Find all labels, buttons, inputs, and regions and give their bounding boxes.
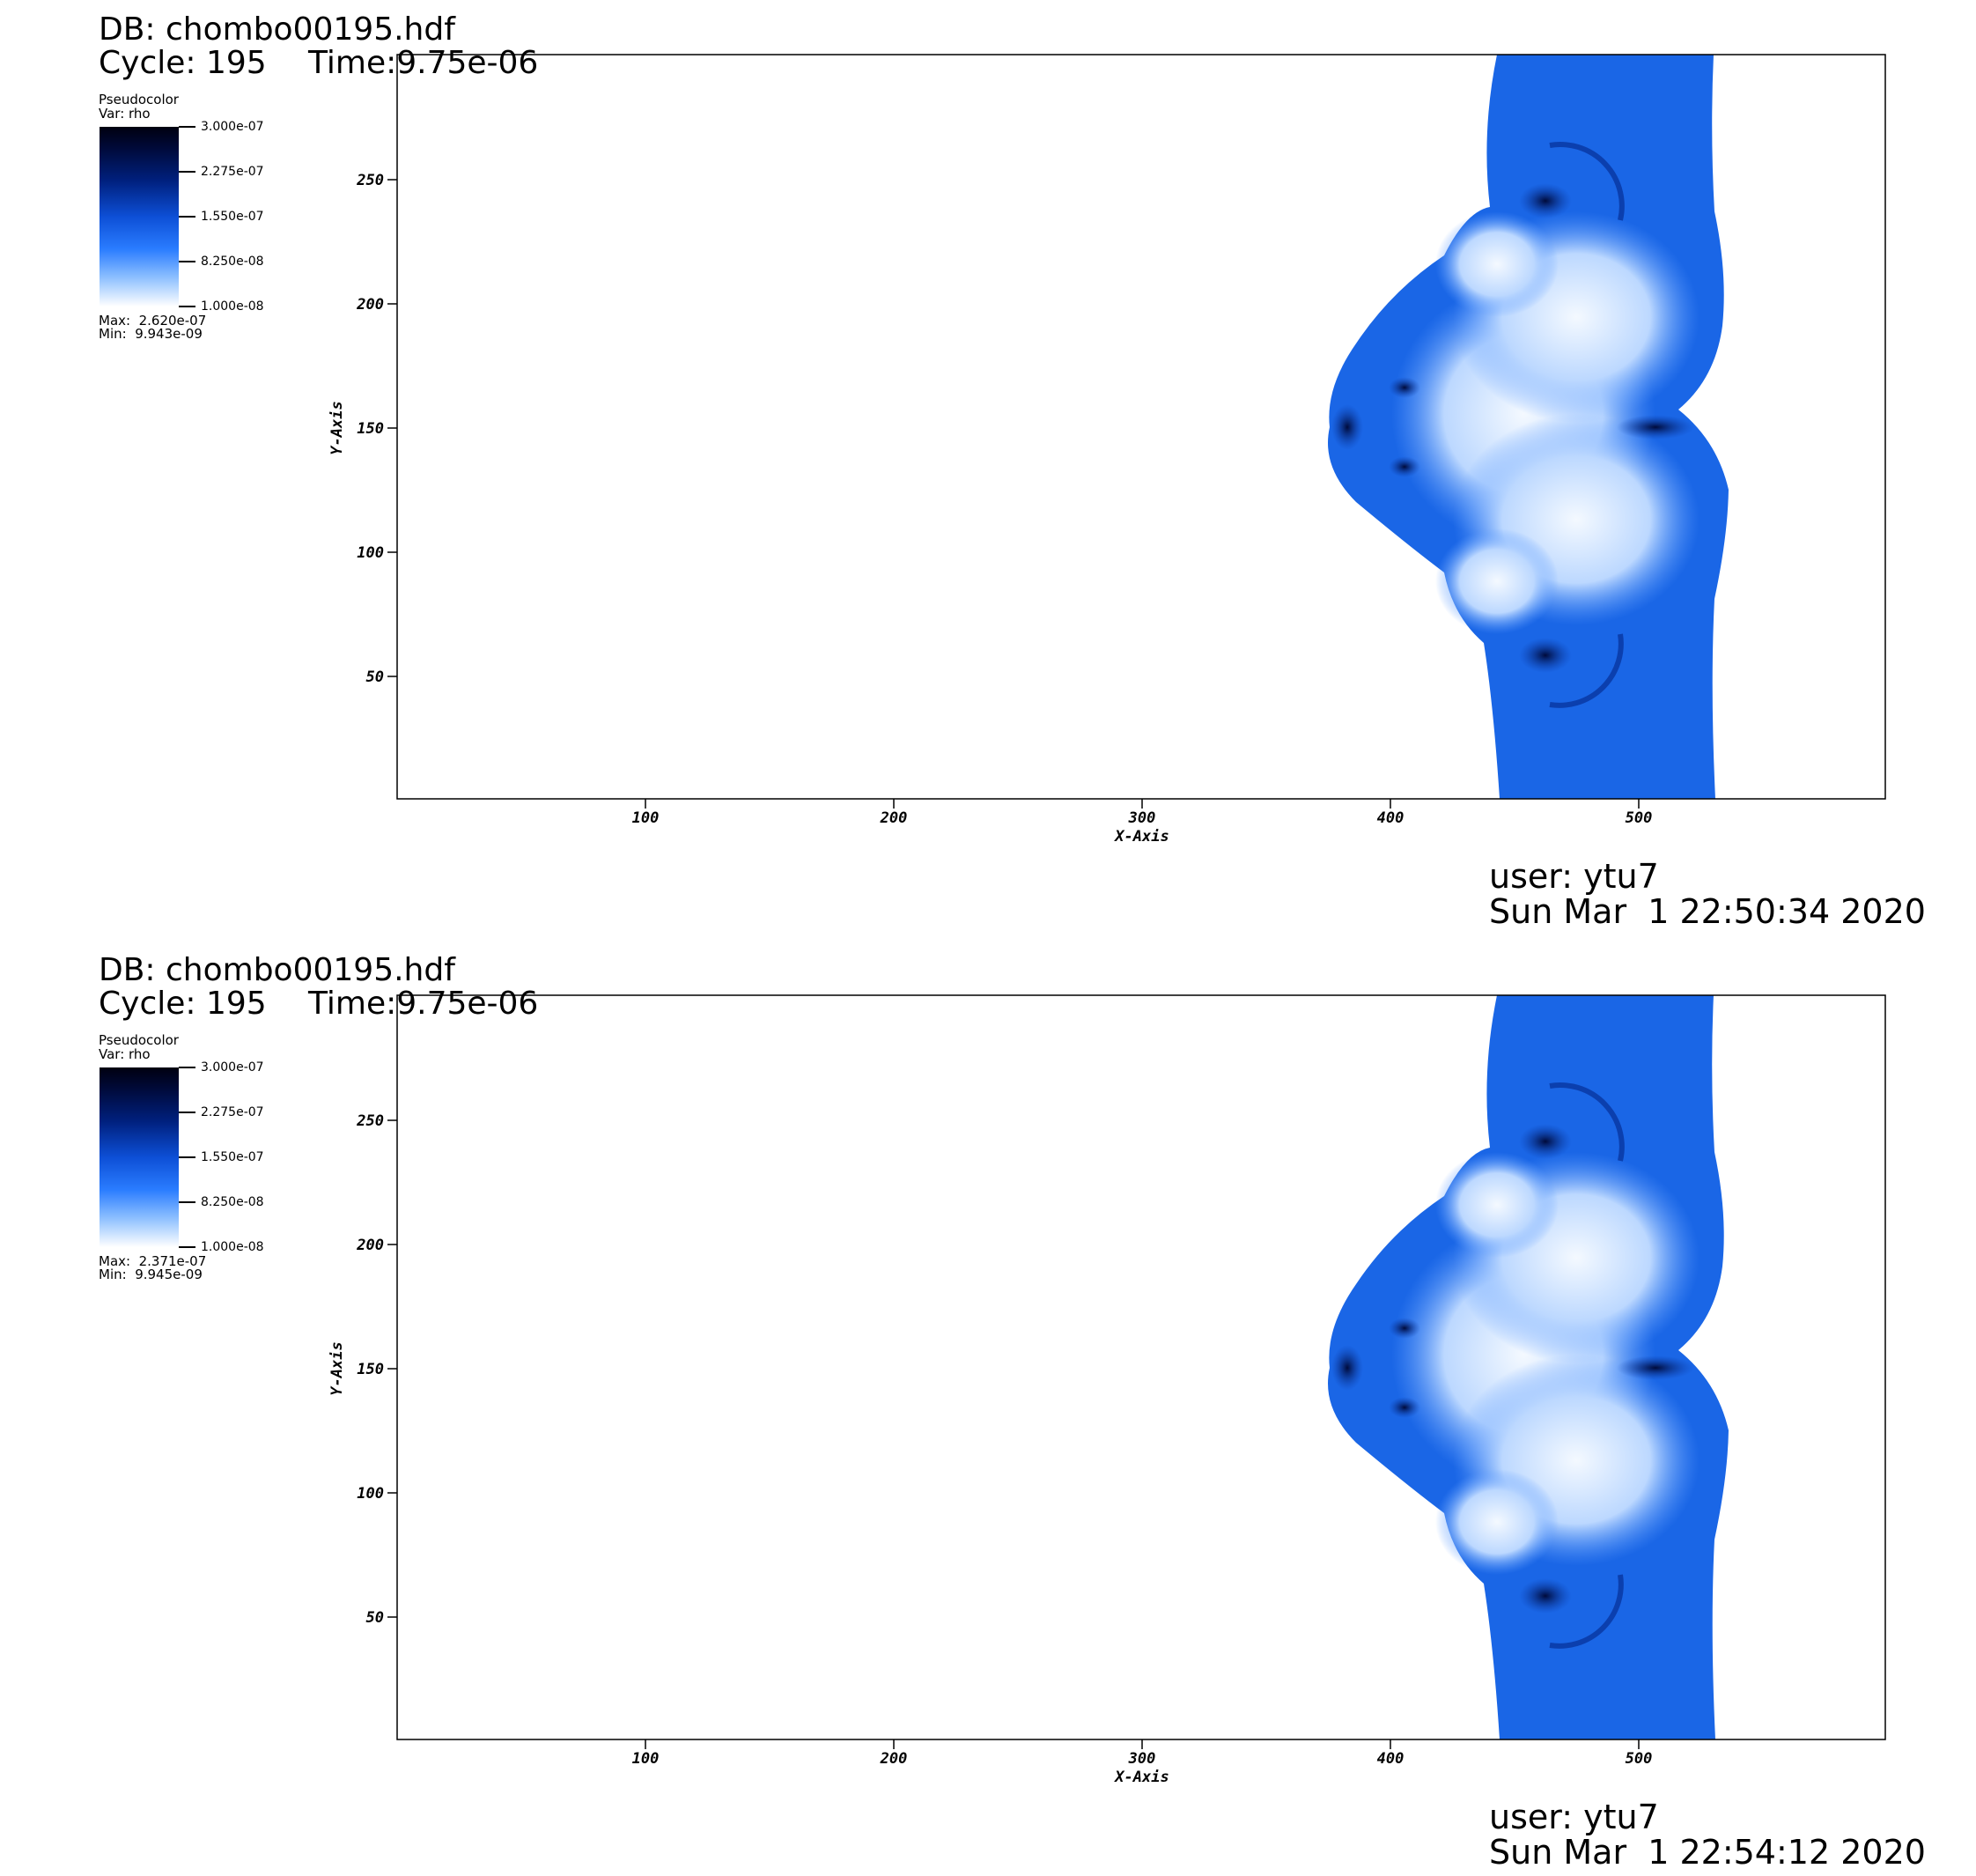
legend-variable: Var: rho: [99, 106, 151, 122]
colorbar: [100, 127, 179, 307]
x-tick-label: 400: [1377, 809, 1405, 827]
legend-variable: Var: rho: [99, 1046, 151, 1062]
x-tick-label: 400: [1377, 1750, 1405, 1768]
colorbar-tick: [179, 1246, 195, 1248]
y-tick-label: 100: [357, 1485, 384, 1503]
colorbar-tick: [179, 1067, 195, 1068]
timestamp-label: Sun Mar 1 22:54:12 2020: [1489, 1833, 1926, 1872]
colorbar-tick-label: 8.250e-08: [201, 1195, 264, 1209]
legend-min: Min: 9.945e-09: [99, 1267, 203, 1282]
x-tick-label: 100: [632, 1750, 660, 1768]
plot-window-top: DB: chombo00195.hdf Cycle: 195 Time:9.75…: [0, 0, 1976, 935]
x-tick-label: 300: [1128, 809, 1156, 827]
y-tick-label: 150: [357, 420, 384, 438]
pseudocolor-plot: 250 200 150 100 50 100 200 300 400 500 X…: [328, 54, 1886, 846]
time-label: Time:9.75e-06: [308, 986, 539, 1022]
colorbar-tick-label: 1.550e-07: [201, 1150, 264, 1164]
legend-plot-type: Pseudocolor: [99, 1032, 179, 1048]
colorbar-tick-label: 3.000e-07: [201, 120, 264, 134]
colorbar-tick: [179, 306, 195, 307]
y-tick-label: 100: [357, 544, 384, 562]
y-tick-label: 50: [366, 668, 384, 686]
x-tick-label: 500: [1626, 1750, 1653, 1768]
legend-plot-type: Pseudocolor: [99, 92, 179, 107]
y-axis-title: Y-Axis: [328, 401, 346, 454]
legend-max: Max: 2.371e-07: [99, 1253, 207, 1269]
legend-max: Max: 2.620e-07: [99, 313, 207, 329]
x-tick-label: 300: [1128, 1750, 1156, 1768]
legend-min: Min: 9.943e-09: [99, 326, 203, 342]
x-tick-label: 200: [880, 1750, 908, 1768]
x-tick-label: 200: [880, 809, 908, 827]
y-tick-label: 200: [356, 296, 384, 314]
colorbar-tick: [179, 1156, 195, 1158]
colorbar-tick: [179, 261, 195, 262]
y-axis-title: Y-Axis: [328, 1341, 346, 1395]
plot-window-bottom: DB: chombo00195.hdf Cycle: 195 Time:9.75…: [0, 941, 1976, 1876]
colorbar-tick-label: 2.275e-07: [201, 1105, 264, 1119]
cycle-label: Cycle: 195: [99, 986, 267, 1022]
colorbar-tick: [179, 1112, 195, 1113]
pseudocolor-plot: 250 200 150 100 50 100 200 300 400 500 X…: [328, 994, 1886, 1786]
timestamp-label: Sun Mar 1 22:50:34 2020: [1489, 892, 1926, 931]
colorbar-tick: [179, 126, 195, 128]
cycle-label: Cycle: 195: [99, 45, 267, 81]
user-label: user: ytu7: [1489, 1798, 1659, 1836]
colorbar-tick: [179, 216, 195, 218]
colorbar-tick-label: 8.250e-08: [201, 255, 264, 269]
x-axis-title: X-Axis: [1113, 1769, 1169, 1786]
y-tick-label: 150: [357, 1361, 384, 1378]
colorbar-tick-label: 2.275e-07: [201, 165, 264, 179]
colorbar-tick-label: 1.000e-08: [201, 299, 264, 314]
colorbar: [100, 1067, 179, 1247]
colorbar-tick: [179, 171, 195, 173]
y-tick-label: 50: [366, 1609, 384, 1627]
colorbar-tick: [179, 1201, 195, 1203]
y-tick-label: 250: [356, 172, 384, 189]
x-tick-label: 100: [632, 809, 660, 827]
time-label: Time:9.75e-06: [308, 45, 539, 81]
y-tick-label: 250: [356, 1112, 384, 1130]
y-tick-label: 200: [356, 1237, 384, 1254]
colorbar-tick-label: 3.000e-07: [201, 1060, 264, 1075]
x-tick-label: 500: [1626, 809, 1653, 827]
colorbar-tick-label: 1.550e-07: [201, 210, 264, 224]
user-label: user: ytu7: [1489, 857, 1659, 896]
database-label: DB: chombo00195.hdf: [99, 11, 455, 48]
database-label: DB: chombo00195.hdf: [99, 952, 455, 988]
colorbar-tick-label: 1.000e-08: [201, 1240, 264, 1254]
x-axis-title: X-Axis: [1113, 828, 1169, 846]
